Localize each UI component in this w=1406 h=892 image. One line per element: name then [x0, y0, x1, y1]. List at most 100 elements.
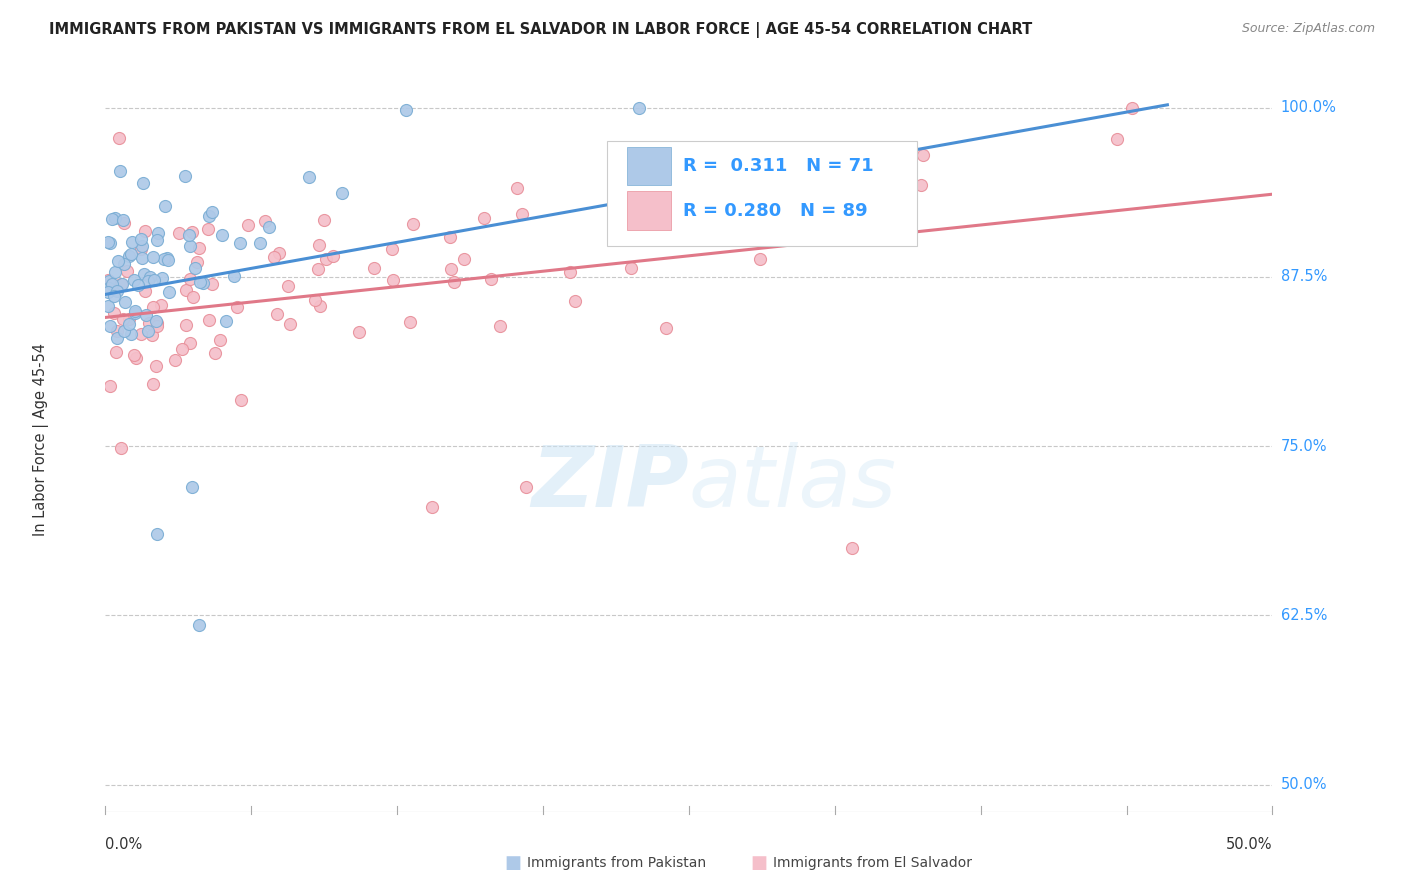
- Point: [146, 316, 169, 330]
- Point: [226, 301, 249, 315]
- Point: [394, 103, 416, 117]
- Point: [142, 251, 165, 265]
- Point: [278, 317, 301, 331]
- Point: [115, 264, 138, 278]
- Point: [97, 299, 120, 313]
- Point: [118, 311, 141, 326]
- Point: [114, 295, 136, 310]
- Point: [136, 324, 159, 338]
- Point: [209, 333, 232, 347]
- Text: 0.0%: 0.0%: [105, 837, 142, 852]
- Point: [150, 298, 173, 312]
- Text: Source: ZipAtlas.com: Source: ZipAtlas.com: [1241, 22, 1375, 36]
- Point: [749, 252, 772, 267]
- Point: [142, 300, 165, 314]
- Point: [127, 277, 149, 292]
- Point: [152, 252, 174, 267]
- Text: Immigrants from Pakistan: Immigrants from Pakistan: [527, 856, 706, 871]
- Point: [381, 242, 404, 256]
- Point: [453, 252, 475, 266]
- Point: [110, 164, 132, 178]
- Point: [134, 284, 156, 298]
- Point: [120, 326, 142, 341]
- Point: [122, 348, 145, 362]
- Point: [120, 247, 142, 261]
- Point: [420, 500, 443, 514]
- Point: [201, 205, 224, 219]
- Point: [309, 300, 332, 314]
- Point: [125, 351, 148, 365]
- Point: [157, 252, 180, 267]
- Point: [399, 314, 422, 328]
- Point: [179, 272, 201, 286]
- Point: [363, 260, 385, 275]
- Point: [165, 352, 187, 367]
- Point: [132, 177, 155, 191]
- Text: In Labor Force | Age 45-54: In Labor Force | Age 45-54: [34, 343, 49, 536]
- Point: [129, 232, 152, 246]
- Point: [277, 279, 299, 293]
- Point: [187, 617, 209, 632]
- Point: [229, 393, 252, 408]
- Point: [322, 249, 344, 263]
- Point: [197, 209, 219, 223]
- Point: [112, 216, 135, 230]
- Point: [191, 277, 214, 291]
- Point: [156, 251, 179, 265]
- Point: [103, 306, 125, 320]
- Point: [112, 213, 135, 227]
- Point: [97, 281, 120, 295]
- Text: 75.0%: 75.0%: [1281, 439, 1327, 453]
- Point: [97, 273, 120, 287]
- Point: [97, 235, 120, 249]
- Point: [150, 271, 173, 285]
- Point: [118, 317, 141, 331]
- Point: [121, 235, 143, 249]
- FancyBboxPatch shape: [627, 191, 672, 230]
- Point: [97, 285, 120, 299]
- Point: [188, 241, 211, 255]
- Point: [98, 319, 121, 334]
- Point: [267, 246, 290, 260]
- Point: [253, 213, 276, 227]
- Point: [204, 346, 226, 360]
- Point: [139, 270, 162, 285]
- Point: [101, 212, 124, 227]
- Point: [145, 359, 167, 373]
- Point: [910, 178, 932, 192]
- Point: [174, 318, 197, 332]
- Text: R =  0.311   N = 71: R = 0.311 N = 71: [683, 157, 873, 175]
- Point: [912, 148, 935, 162]
- Point: [797, 220, 820, 235]
- FancyBboxPatch shape: [627, 146, 672, 186]
- Point: [184, 261, 207, 276]
- Point: [439, 230, 461, 244]
- Point: [112, 324, 135, 338]
- Point: [110, 277, 132, 291]
- Point: [263, 250, 285, 264]
- Point: [211, 227, 233, 242]
- Point: [104, 211, 127, 225]
- Text: ZIP: ZIP: [531, 442, 689, 525]
- Text: Immigrants from El Salvador: Immigrants from El Salvador: [773, 856, 973, 871]
- Point: [124, 304, 146, 318]
- Point: [472, 211, 495, 225]
- Point: [222, 268, 245, 283]
- Point: [155, 199, 177, 213]
- Point: [174, 283, 197, 297]
- Point: [315, 252, 337, 267]
- Point: [145, 233, 167, 247]
- Point: [112, 257, 135, 271]
- Point: [107, 254, 129, 268]
- Point: [188, 275, 211, 289]
- Point: [98, 235, 121, 250]
- Text: 50.0%: 50.0%: [1281, 777, 1327, 792]
- Point: [98, 378, 121, 392]
- Point: [124, 305, 146, 319]
- Point: [312, 213, 335, 227]
- Point: [515, 480, 537, 494]
- Point: [105, 344, 128, 359]
- Point: [169, 226, 191, 240]
- Point: [105, 324, 128, 338]
- Point: [105, 331, 128, 345]
